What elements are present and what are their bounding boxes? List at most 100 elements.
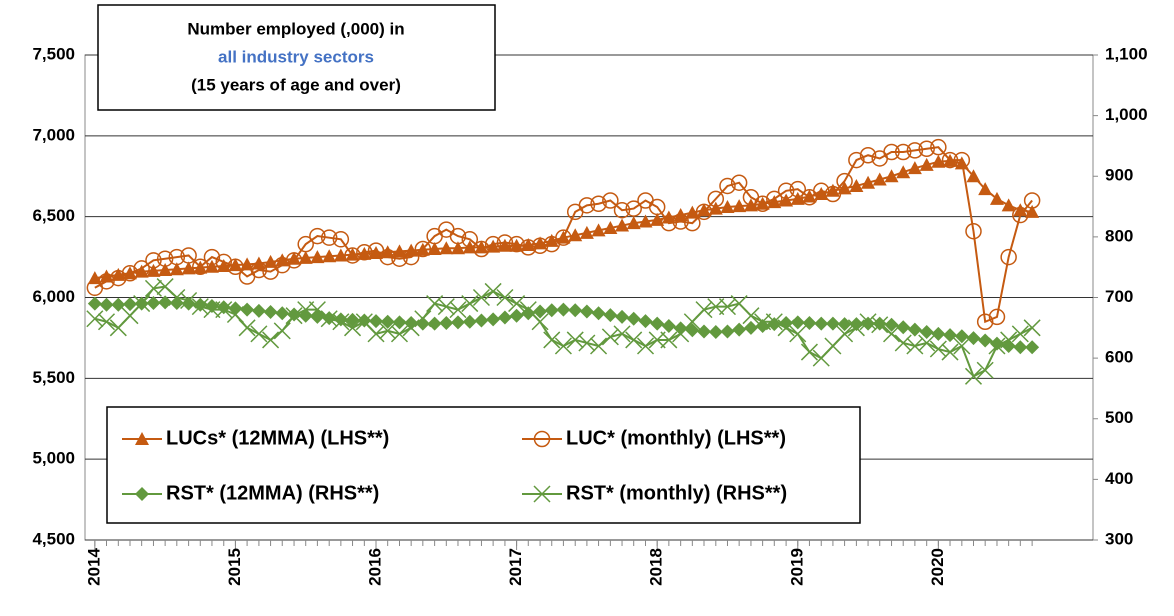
- cross-marker: [344, 319, 362, 337]
- triangle-marker: [919, 157, 934, 171]
- circle-marker: [684, 214, 701, 232]
- circle-marker: [965, 222, 982, 240]
- circle-marker: [285, 252, 303, 269]
- circle-marker: [719, 177, 736, 195]
- triangle-marker: [1025, 204, 1040, 218]
- y-tick-label: 7,500: [32, 44, 75, 63]
- circle-marker: [297, 235, 314, 253]
- diamond-marker: [825, 316, 840, 331]
- circle-marker: [602, 192, 619, 209]
- diamond-marker: [673, 321, 688, 336]
- cross-marker: [320, 310, 338, 328]
- triangle-marker: [626, 216, 641, 230]
- diamond-marker: [626, 311, 641, 326]
- diamond-marker: [99, 297, 114, 312]
- circle-marker: [836, 172, 853, 190]
- triangle-marker: [790, 191, 805, 205]
- circle-marker: [309, 227, 326, 245]
- circle-marker: [203, 248, 221, 266]
- cross-marker: [97, 313, 116, 331]
- legend-label: RST* (12MMA) (RHS**): [166, 482, 379, 504]
- y-tick-label: 7,000: [32, 125, 75, 144]
- circle-marker: [1023, 192, 1041, 209]
- triangle-marker: [685, 205, 700, 219]
- circle-marker: [754, 195, 771, 212]
- triangle-marker: [732, 199, 747, 213]
- circle-marker: [156, 250, 174, 267]
- y2-tick-label: 500: [1105, 408, 1133, 427]
- diamond-marker: [790, 315, 805, 330]
- cross-marker: [742, 307, 760, 325]
- cross-marker: [543, 331, 561, 349]
- circle-marker: [133, 260, 150, 277]
- cross-marker: [566, 331, 584, 349]
- circle-marker: [180, 247, 197, 264]
- x-tick-label: 2015: [225, 548, 244, 586]
- diamond-marker: [603, 308, 618, 323]
- chart-title: Number employed (,000) in: [187, 19, 404, 38]
- y-tick-label: 6,000: [32, 287, 75, 306]
- circle-marker: [533, 430, 551, 448]
- diamond-marker: [169, 295, 184, 310]
- triangle-marker: [966, 169, 981, 183]
- diamond-marker: [919, 325, 934, 340]
- circle-marker: [918, 140, 935, 158]
- circle-marker: [555, 229, 572, 246]
- cross-marker: [273, 322, 291, 340]
- triangle-marker: [310, 250, 325, 264]
- cross-marker: [308, 301, 326, 319]
- cross-marker: [133, 295, 151, 313]
- triangle-marker: [603, 220, 618, 234]
- triangle-marker: [427, 242, 442, 255]
- cross-marker: [847, 319, 865, 337]
- circle-marker: [414, 240, 432, 258]
- circle-marker: [848, 151, 865, 169]
- triangle-marker: [989, 191, 1004, 205]
- legend-label: RST* (monthly) (RHS**): [566, 482, 787, 504]
- y-tick-label: 5,500: [32, 368, 75, 387]
- cross-marker: [379, 322, 397, 340]
- cross-marker: [554, 337, 572, 355]
- circle-marker: [344, 247, 361, 264]
- circle-marker: [473, 240, 490, 258]
- cross-marker: [695, 301, 713, 319]
- y-tick-label: 4,500: [32, 529, 75, 548]
- diamond-marker: [732, 322, 747, 337]
- circle-marker: [320, 229, 338, 246]
- circle-marker: [695, 203, 713, 221]
- circle-marker: [789, 180, 807, 198]
- diamond-marker: [275, 306, 290, 321]
- diamond-marker: [486, 312, 501, 327]
- cross-marker: [836, 325, 854, 343]
- cross-marker: [390, 325, 409, 343]
- y2-tick-label: 700: [1105, 287, 1133, 306]
- circle-marker: [1012, 206, 1029, 224]
- diamond-marker: [884, 317, 899, 332]
- cross-marker: [718, 298, 737, 316]
- circle-marker: [660, 214, 678, 232]
- circle-marker: [824, 185, 842, 203]
- triangle-marker: [357, 246, 372, 260]
- cross-marker: [765, 313, 783, 331]
- diamond-marker: [158, 295, 173, 310]
- diamond-marker: [427, 316, 442, 331]
- cross-marker: [883, 325, 901, 343]
- triangle-marker: [322, 249, 337, 263]
- circle-marker: [168, 248, 186, 266]
- triangle-marker: [861, 175, 876, 189]
- cross-marker: [402, 319, 420, 337]
- circle-marker: [883, 143, 900, 161]
- diamond-marker: [907, 322, 922, 337]
- cross-marker: [472, 288, 490, 307]
- circle-marker: [953, 151, 971, 169]
- diamond-marker: [837, 317, 852, 332]
- y-tick-label: 6,500: [32, 206, 75, 225]
- diamond-marker: [615, 309, 630, 324]
- circle-marker: [707, 190, 725, 208]
- x-tick-label: 2014: [84, 547, 103, 585]
- circle-marker: [379, 248, 396, 266]
- diamond-marker: [533, 304, 548, 319]
- circle-marker: [777, 182, 795, 200]
- triangle-marker: [450, 241, 465, 255]
